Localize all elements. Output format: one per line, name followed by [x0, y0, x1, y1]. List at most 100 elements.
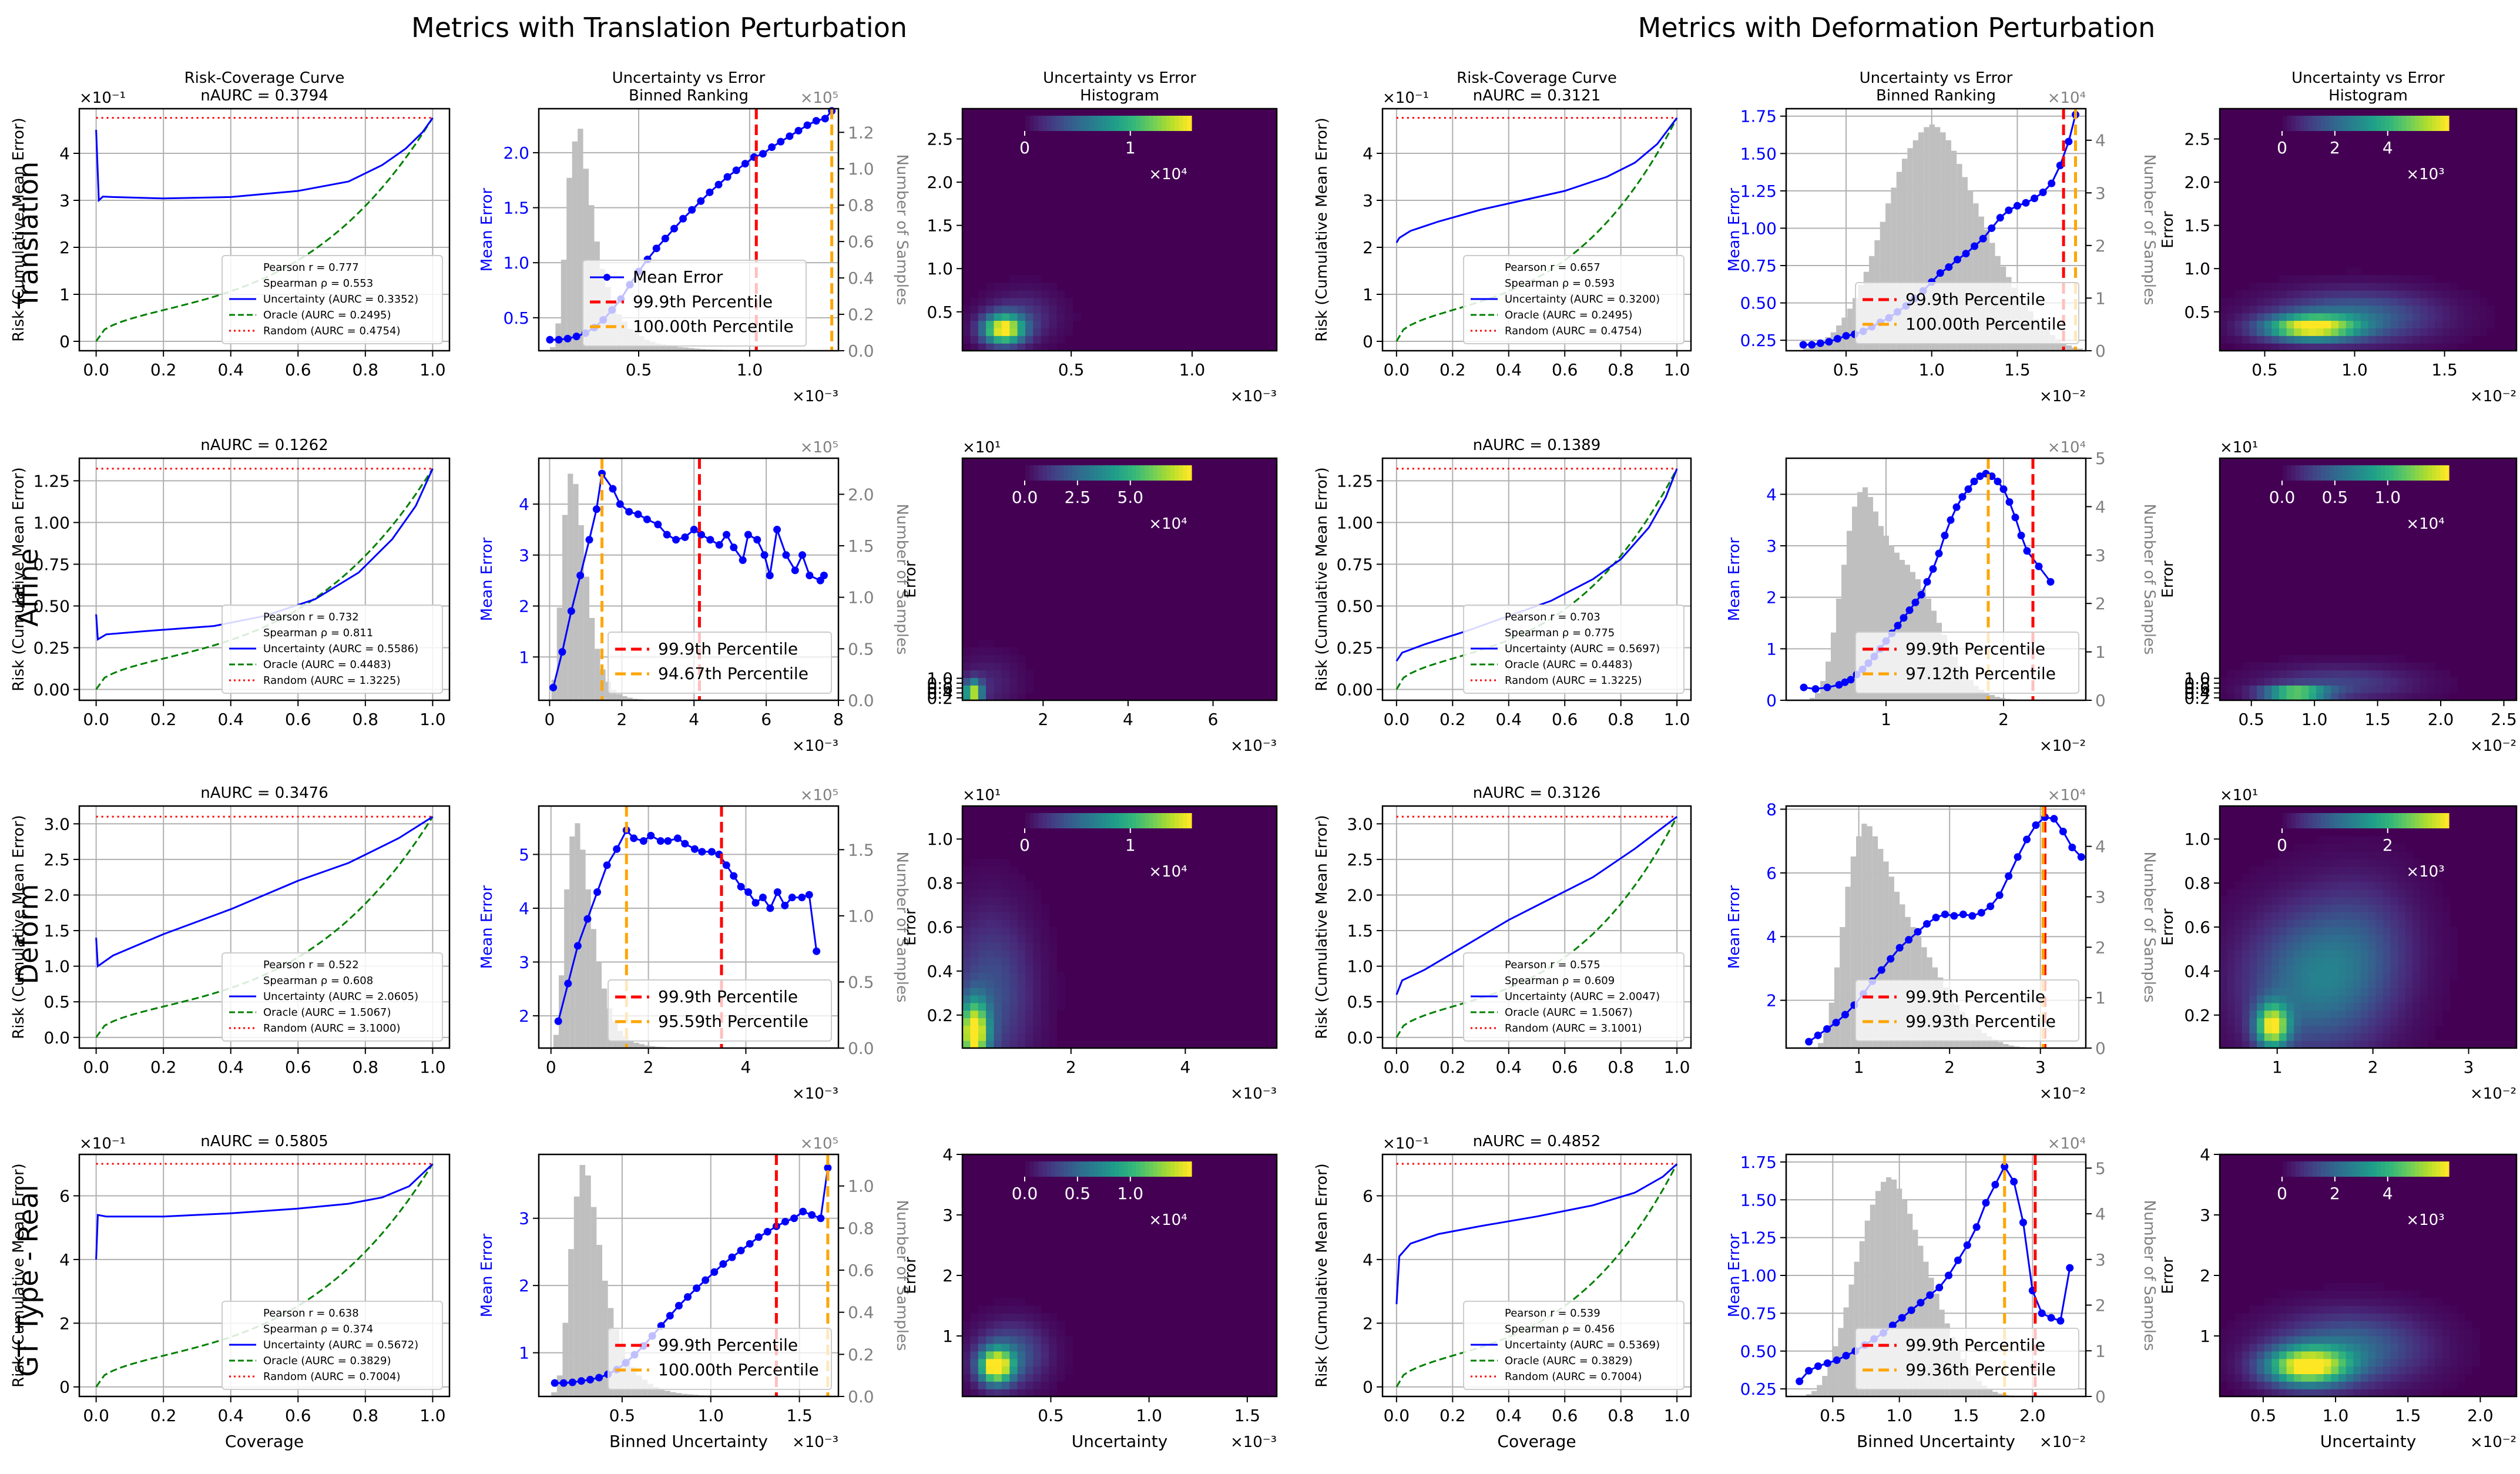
- heatmap-cell: [2264, 677, 2272, 686]
- heatmap-cell: [2242, 889, 2250, 898]
- heatmap-cell: [2427, 677, 2435, 686]
- heatmap-cell: [2472, 320, 2480, 328]
- mean-error-point-13: [1917, 1298, 1925, 1307]
- colorbar-segment-19: [2359, 116, 2364, 131]
- colorbar-segment-36: [1175, 1161, 1179, 1177]
- colorbar-segment-15: [1085, 1161, 1090, 1177]
- heatmap-cell: [2249, 988, 2257, 996]
- heatmap-cell: [2316, 685, 2324, 693]
- heatmap-cell: [978, 957, 986, 965]
- heatmap-cell: [2294, 1358, 2302, 1367]
- colorbar-segment-4: [1038, 116, 1043, 131]
- x-tick-label-3: 0.6: [1552, 1057, 1578, 1077]
- y-axis-offset: ×10⁻¹: [1383, 1135, 1429, 1153]
- heatmap-cell: [2353, 844, 2361, 852]
- histogram-bar-8: [596, 962, 602, 1048]
- y-axis-label: Error: [2159, 211, 2177, 249]
- colorbar-segment-20: [1106, 1161, 1111, 1177]
- y-tick-label-2: 0.6: [2184, 679, 2210, 698]
- heatmap-cell: [986, 1321, 995, 1329]
- heatmap-cell: [2308, 297, 2317, 306]
- heatmap-cell: [1001, 654, 1010, 663]
- heatmap-cell: [2271, 328, 2280, 336]
- heatmap-cell: [2449, 1366, 2458, 1374]
- heatmap-cell: [2398, 313, 2406, 321]
- heatmap-cell: [2449, 934, 2458, 943]
- heatmap-cell: [2420, 328, 2428, 336]
- y-tick-label-0: 0.5: [503, 308, 529, 328]
- heatmap-cell: [2479, 328, 2488, 336]
- heatmap-cell: [970, 1358, 979, 1367]
- colorbar-segment-31: [1153, 1161, 1158, 1177]
- heatmap-cell: [2353, 1374, 2361, 1382]
- heatmap-cell: [2360, 942, 2369, 951]
- mean-error-point-13: [663, 530, 671, 539]
- mean-error-point-18: [1923, 577, 1931, 586]
- heatmap-cell: [2294, 988, 2302, 996]
- heatmap-cell: [2279, 897, 2287, 905]
- heatmap-cell: [2242, 1336, 2250, 1344]
- histogram-bar-34: [2003, 1044, 2009, 1048]
- heatmap-cell: [2353, 1033, 2361, 1041]
- y-tick-label-2: 3: [519, 1209, 529, 1228]
- heatmap-cell: [2368, 1305, 2376, 1314]
- heatmap-cell: [2234, 942, 2243, 951]
- heatmap-cell: [2457, 313, 2465, 321]
- heatmap-cell: [2405, 1343, 2413, 1352]
- heatmap-cell: [2412, 1010, 2421, 1019]
- heatmap-cell: [2316, 1313, 2324, 1321]
- heatmap-cell: [2331, 1040, 2339, 1049]
- heatmap-cell: [2457, 1328, 2465, 1337]
- heatmap-cell: [2301, 912, 2310, 920]
- heatmap-cell: [2308, 662, 2317, 671]
- heatmap-cell: [1025, 1381, 1033, 1389]
- legend-entry-1: Spearman ρ = 0.593: [1505, 277, 1615, 290]
- colorbar-segment-14: [1081, 116, 1086, 131]
- heatmap-cell: [2457, 305, 2465, 314]
- colorbar-segment-39: [1187, 1161, 1192, 1177]
- heatmap-cell: [2242, 662, 2250, 671]
- heatmap-cell: [2286, 1321, 2294, 1329]
- mean-error-point-16: [1950, 912, 1958, 920]
- heatmap-cell: [994, 647, 1002, 656]
- heatmap-cell: [2442, 995, 2450, 1003]
- colorbar-segment-17: [2351, 116, 2356, 131]
- heatmap-cell: [2383, 988, 2391, 996]
- mean-error-point-31: [824, 1164, 832, 1172]
- mean-error-point-2: [1823, 1025, 1831, 1033]
- colorbar-segment-36: [2432, 465, 2437, 481]
- colorbar-segment-20: [2364, 465, 2368, 481]
- heatmap-cell: [1056, 320, 1065, 328]
- heatmap-cell: [2420, 995, 2428, 1003]
- heatmap-cell: [2368, 957, 2376, 965]
- heatmap-cell: [1049, 957, 1058, 965]
- histogram-bar-14: [1884, 535, 1889, 700]
- heatmap-cell: [2353, 836, 2361, 844]
- heatmap-cell: [2390, 965, 2398, 973]
- heatmap-cell: [2316, 1389, 2324, 1397]
- heatmap-cell: [2234, 889, 2243, 898]
- heatmap-cell: [2383, 957, 2391, 965]
- heatmap-cell: [2405, 290, 2413, 298]
- heatmap-cell: [2390, 1025, 2398, 1033]
- heatmap-cell: [2323, 662, 2331, 671]
- heatmap-cell: [970, 859, 979, 867]
- heatmap-cell: [970, 897, 979, 905]
- heatmap-cell: [2286, 328, 2294, 336]
- histogram-bar-8: [1852, 506, 1857, 700]
- heatmap-cell: [2308, 859, 2317, 867]
- mean-error-point-16: [698, 848, 706, 856]
- heatmap-cell: [1049, 1018, 1058, 1026]
- mean-error-point-20: [728, 1253, 736, 1261]
- mean-error-point-16: [1945, 1271, 1953, 1280]
- histogram-bar-15: [632, 699, 638, 700]
- mean-error-point-24: [1958, 493, 1967, 501]
- heatmap-cell: [2412, 670, 2421, 678]
- heatmap-cell: [2398, 335, 2406, 344]
- heatmap-cell: [2383, 1002, 2391, 1011]
- heatmap-cell: [2294, 949, 2302, 958]
- heatmap-cell: [2405, 1290, 2413, 1299]
- legend-box: [1855, 1328, 2079, 1390]
- mean-error-point-31: [813, 947, 821, 955]
- mean-error-point-3: [577, 1377, 585, 1385]
